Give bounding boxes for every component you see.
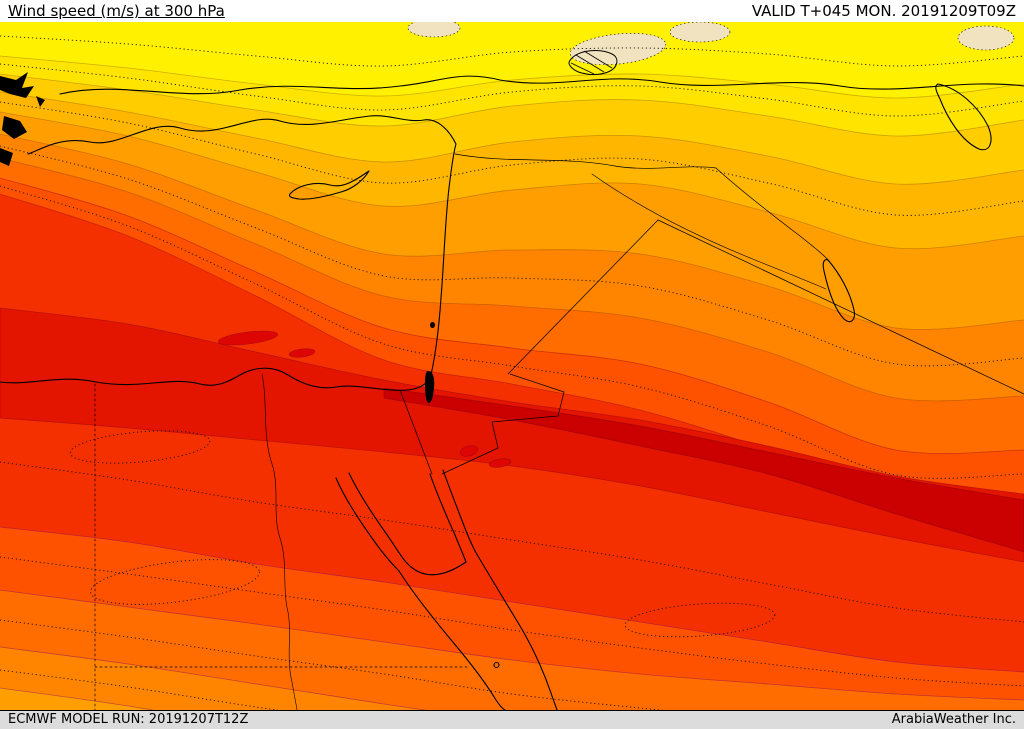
page-title: Wind speed (m/s) at 300 hPa xyxy=(8,2,225,20)
model-run-label: ECMWF MODEL RUN: 20191207T12Z xyxy=(8,712,249,727)
brand-label: ArabiaWeather Inc. xyxy=(891,712,1016,727)
wind-speed-map xyxy=(0,22,1024,710)
map-canvas xyxy=(0,22,1024,710)
map-header: Wind speed (m/s) at 300 hPa VALID T+045 … xyxy=(0,0,1024,22)
map-footer: ECMWF MODEL RUN: 20191207T12Z ArabiaWeat… xyxy=(0,710,1024,729)
valid-time-label: VALID T+045 MON. 20191209T09Z xyxy=(751,2,1016,20)
